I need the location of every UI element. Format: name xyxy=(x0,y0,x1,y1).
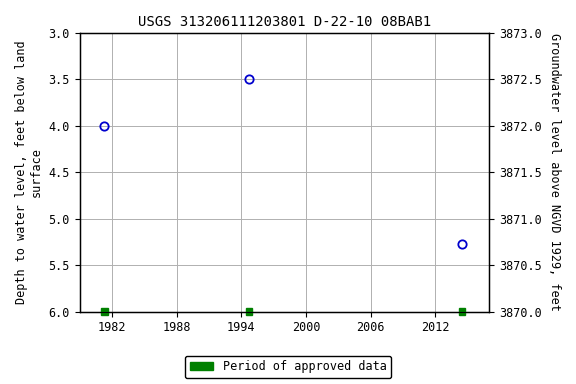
Y-axis label: Groundwater level above NGVD 1929, feet: Groundwater level above NGVD 1929, feet xyxy=(548,33,561,311)
Bar xyxy=(245,308,252,315)
Bar xyxy=(101,308,108,315)
Y-axis label: Depth to water level, feet below land
surface: Depth to water level, feet below land su… xyxy=(15,41,43,304)
Legend: Period of approved data: Period of approved data xyxy=(185,356,391,378)
Bar xyxy=(459,308,465,315)
Title: USGS 313206111203801 D-22-10 08BAB1: USGS 313206111203801 D-22-10 08BAB1 xyxy=(138,15,431,29)
